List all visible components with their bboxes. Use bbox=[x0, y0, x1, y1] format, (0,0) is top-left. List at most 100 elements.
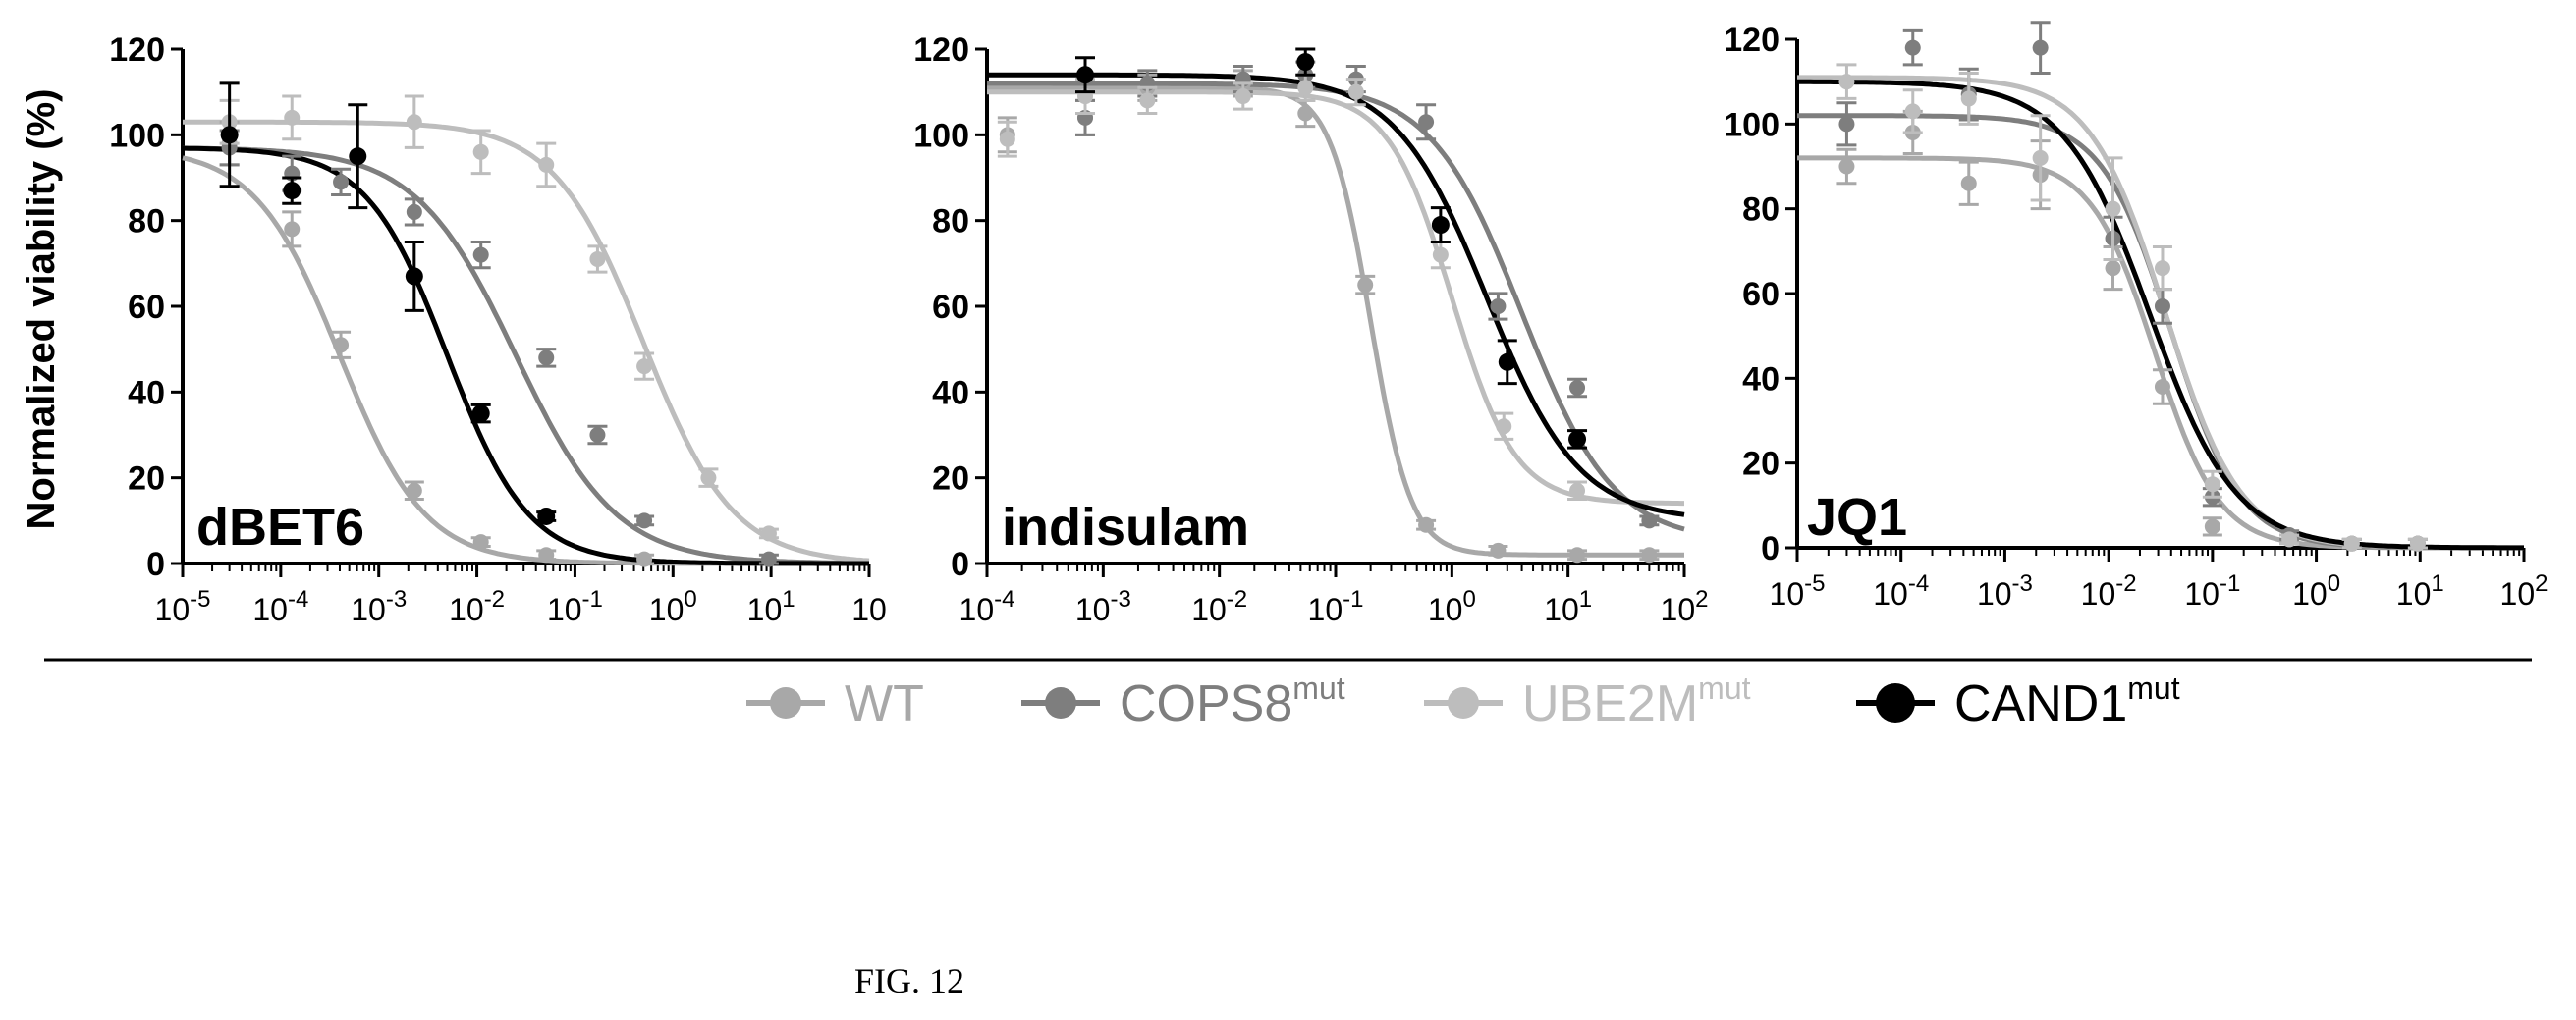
data-point-ube2mmut bbox=[1297, 80, 1314, 96]
panel-indisulam: 0 20 40 60 80 100 120 10-4 10-3 10-2 10-1 100 101 102… bbox=[913, 31, 1708, 627]
data-point-ube2mmut bbox=[700, 469, 717, 486]
data-point-wt bbox=[333, 337, 350, 353]
data-point-cand1mut bbox=[1431, 216, 1450, 235]
data-point-ube2mmut bbox=[1139, 92, 1156, 109]
legend-item-cops8: COPS8mut bbox=[1021, 671, 1345, 732]
panel-title: indisulam bbox=[1002, 498, 1249, 557]
x-tick-label: 10-2 bbox=[2081, 570, 2137, 612]
x-tick-label: 10-5 bbox=[1770, 570, 1826, 612]
y-tick-label: 100 bbox=[1724, 106, 1780, 143]
y-tick-label: 60 bbox=[128, 289, 165, 326]
data-point-wt bbox=[406, 482, 422, 499]
data-point-ube2mmut bbox=[1432, 246, 1449, 263]
data-point-cops8mut bbox=[2154, 297, 2170, 314]
x-tick-label: 100 bbox=[2292, 570, 2340, 612]
data-point-ube2mmut bbox=[538, 156, 555, 173]
panel-jq1: 0 20 40 60 80 100 120 10-5 10-4 10-3 10-2 10-1 100 10… bbox=[1724, 21, 2549, 612]
y-tick-label: 20 bbox=[128, 460, 165, 498]
legend-item-wt: WT bbox=[746, 675, 924, 732]
data-point-cops8mut bbox=[1838, 116, 1855, 133]
data-point-ube2mmut bbox=[1347, 83, 1364, 100]
data-point-cand1mut bbox=[537, 507, 556, 525]
data-point-cops8mut bbox=[2032, 39, 2049, 56]
data-point-wt bbox=[1418, 516, 1435, 533]
data-point-cand1mut bbox=[405, 267, 423, 286]
data-point-wt bbox=[1838, 158, 1855, 175]
data-point-cops8mut bbox=[1641, 512, 1658, 529]
y-tick-label: 20 bbox=[1742, 446, 1780, 483]
fit-curve-cops8mut bbox=[183, 145, 869, 566]
data-point-cand1mut bbox=[1498, 352, 1516, 371]
data-point-ube2mmut bbox=[406, 114, 422, 131]
x-tick-label: 10-3 bbox=[1977, 570, 2033, 612]
data-point-wt bbox=[2105, 260, 2121, 277]
legend-item-ube2m: UBE2Mmut bbox=[1424, 671, 1751, 732]
panel-title: JQ1 bbox=[1807, 488, 1907, 547]
y-tick-label: 80 bbox=[128, 203, 165, 241]
data-point-ube2mmut bbox=[636, 358, 653, 375]
data-point-wt bbox=[472, 534, 489, 551]
data-point-ube2mmut bbox=[1838, 74, 1855, 90]
fit-curve-cand1mut bbox=[1797, 79, 2524, 551]
data-point-cops8mut bbox=[472, 246, 489, 263]
y-tick-label: 40 bbox=[932, 374, 969, 411]
data-point-cand1mut bbox=[283, 182, 301, 200]
legend-label: UBE2Mmut bbox=[1522, 671, 1751, 732]
data-point-wt bbox=[1357, 277, 1374, 294]
data-point-wt bbox=[1641, 547, 1658, 564]
y-tick-label: 60 bbox=[1742, 276, 1780, 313]
data-point-wt bbox=[2204, 518, 2220, 535]
data-point-ube2mmut bbox=[589, 250, 606, 267]
y-tick-label: 100 bbox=[109, 117, 165, 154]
x-tick-label: 10-3 bbox=[1075, 586, 1131, 627]
legend-marker bbox=[1045, 687, 1076, 719]
legend-marker bbox=[1448, 687, 1479, 719]
x-tick-label: 10 bbox=[851, 592, 887, 627]
y-tick-label: 40 bbox=[1742, 360, 1780, 398]
x-tick-label: 10-2 bbox=[449, 586, 505, 627]
legend-label: WT bbox=[845, 675, 924, 732]
x-tick-label: 10-3 bbox=[351, 586, 407, 627]
y-tick-label: 120 bbox=[913, 31, 969, 69]
y-tick-label: 80 bbox=[1742, 191, 1780, 229]
data-point-ube2mmut bbox=[2032, 149, 2049, 166]
data-point-ube2mmut bbox=[2105, 200, 2121, 217]
data-point-cops8mut bbox=[760, 551, 777, 567]
fit-curve-wt bbox=[987, 84, 1684, 558]
fit-curve-cand1mut bbox=[987, 72, 1685, 517]
data-point-cops8mut bbox=[333, 174, 350, 190]
data-point-ube2mmut bbox=[760, 525, 777, 542]
x-tick-label: 100 bbox=[649, 586, 697, 627]
y-tick-label: 40 bbox=[128, 374, 165, 411]
data-point-ube2mmut bbox=[2204, 476, 2220, 493]
data-point-wt bbox=[1960, 175, 1977, 191]
panel-dbet6: 0 20 40 60 80 100 120 10-5 10-4 10-3 10-2 10-1 100 10… bbox=[109, 31, 887, 627]
panel-title: dBET6 bbox=[196, 498, 364, 557]
y-axis-label: Normalized viability (%) bbox=[20, 89, 63, 530]
data-point-cops8mut bbox=[1490, 298, 1507, 314]
x-tick-label: 10-4 bbox=[1873, 570, 1929, 612]
y-tick-label: 100 bbox=[913, 117, 969, 154]
legend: WT COPS8mut UBE2Mmut CAND1mut bbox=[746, 671, 2180, 732]
y-tick-label: 0 bbox=[951, 546, 969, 583]
data-point-ube2mmut bbox=[472, 143, 489, 160]
x-tick-label: 101 bbox=[1544, 586, 1592, 627]
data-point-cops8mut bbox=[1904, 39, 1921, 56]
data-point-ube2mmut bbox=[1960, 90, 1977, 107]
data-point-wt bbox=[1490, 542, 1507, 559]
y-tick-label: 60 bbox=[932, 289, 969, 326]
data-point-wt bbox=[636, 551, 653, 567]
data-point-wt bbox=[284, 221, 301, 238]
x-tick-label: 101 bbox=[2396, 570, 2444, 612]
x-tick-label: 102 bbox=[2500, 570, 2549, 612]
data-point-cops8mut bbox=[406, 203, 422, 220]
data-point-cand1mut bbox=[220, 126, 239, 144]
data-point-cops8mut bbox=[589, 427, 606, 443]
data-point-wt bbox=[1569, 547, 1586, 564]
y-tick-label: 80 bbox=[932, 203, 969, 241]
y-tick-label: 20 bbox=[932, 460, 969, 498]
data-point-cand1mut bbox=[471, 404, 490, 423]
y-tick-label: 0 bbox=[146, 546, 165, 583]
data-point-cops8mut bbox=[538, 349, 555, 366]
data-point-cand1mut bbox=[1076, 66, 1095, 84]
